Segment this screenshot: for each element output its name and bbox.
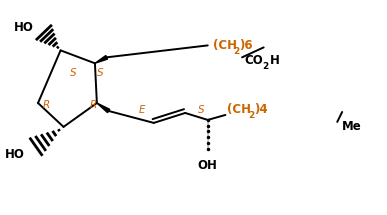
Polygon shape [97,103,110,113]
Text: 2: 2 [248,111,254,120]
Text: H: H [270,54,279,67]
Text: HO: HO [14,21,34,34]
Text: (CH: (CH [228,103,252,117]
Text: S: S [198,105,204,115]
Text: OH: OH [198,159,217,172]
Text: 2: 2 [263,62,269,71]
Text: Me: Me [342,120,362,133]
Polygon shape [95,55,108,63]
Text: HO: HO [4,148,24,161]
Text: (CH: (CH [212,39,237,52]
Text: S: S [96,68,103,78]
Text: CO: CO [244,54,263,67]
Text: R: R [89,100,97,110]
Text: 2: 2 [233,47,240,56]
Text: S: S [70,68,77,78]
Text: )6: )6 [239,39,253,52]
Text: R: R [42,100,50,110]
Text: )4: )4 [254,103,267,117]
Text: E: E [139,105,145,115]
